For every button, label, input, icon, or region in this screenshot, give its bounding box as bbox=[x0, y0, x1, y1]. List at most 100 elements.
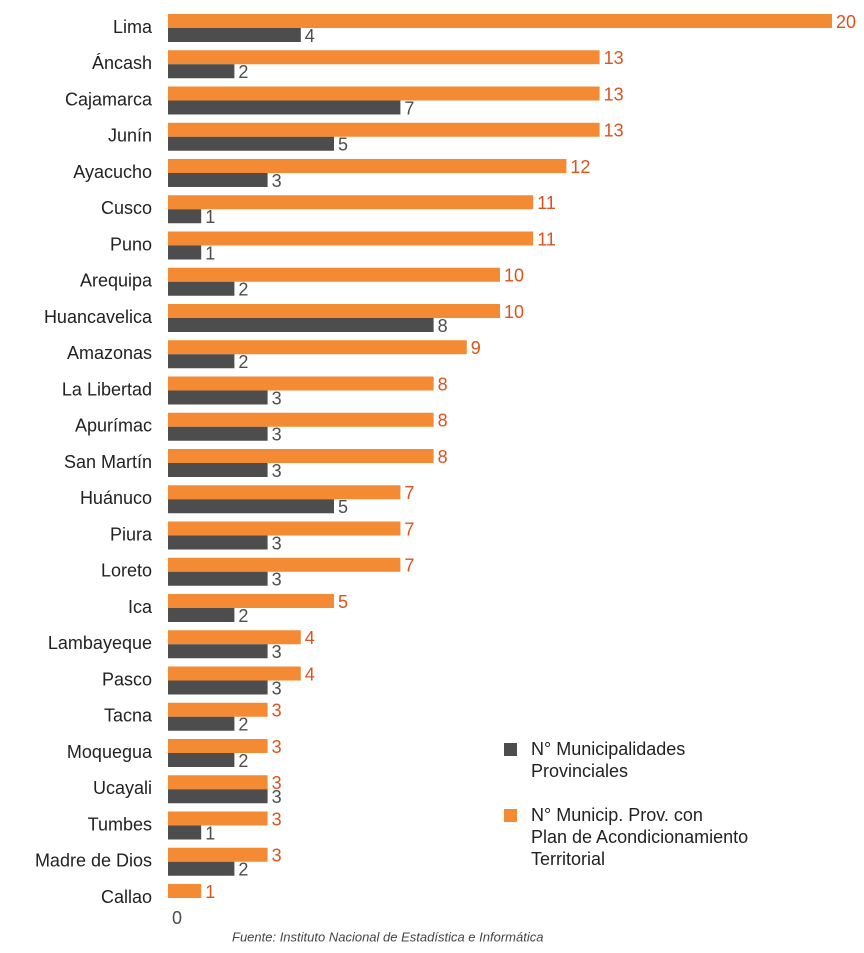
value-label: 7 bbox=[404, 98, 414, 118]
bar bbox=[168, 281, 235, 296]
legend-label: N° Municipalidades Provinciales bbox=[531, 739, 686, 781]
bar bbox=[168, 630, 301, 645]
value-label: 5 bbox=[338, 135, 348, 155]
bar bbox=[168, 136, 334, 151]
bar bbox=[168, 50, 600, 65]
legend: N° Municipalidades Provinciales N° Munici… bbox=[504, 738, 748, 892]
bar bbox=[168, 608, 235, 622]
value-label: 3 bbox=[272, 425, 282, 445]
bar bbox=[168, 390, 268, 405]
value-label: 2 bbox=[238, 860, 248, 880]
y-tick-label: Tacna bbox=[104, 706, 153, 726]
bar bbox=[168, 122, 600, 137]
value-label: 7 bbox=[404, 483, 414, 503]
value-label: 2 bbox=[238, 62, 248, 82]
bar bbox=[168, 811, 268, 826]
y-tick-label: Piura bbox=[110, 524, 153, 544]
value-label: 0 bbox=[172, 908, 182, 928]
y-tick-label: Apurímac bbox=[75, 416, 152, 436]
value-label: 7 bbox=[404, 519, 414, 539]
value-label: 5 bbox=[338, 592, 348, 612]
bar bbox=[168, 86, 600, 101]
value-label: 4 bbox=[305, 26, 315, 46]
legend-item: N° Municipalidades Provinciales bbox=[504, 738, 748, 782]
value-label: 2 bbox=[238, 606, 248, 626]
value-label: 4 bbox=[305, 628, 315, 648]
bar bbox=[168, 14, 832, 28]
y-tick-label: La Libertad bbox=[62, 379, 152, 399]
value-label: 9 bbox=[471, 338, 481, 358]
bar bbox=[168, 449, 434, 463]
value-label: 2 bbox=[238, 715, 248, 735]
y-tick-label: Callao bbox=[101, 887, 152, 907]
bar bbox=[168, 267, 500, 282]
y-tick-label: Áncash bbox=[92, 53, 152, 73]
y-tick-label: Ica bbox=[128, 597, 153, 617]
value-label: 10 bbox=[504, 266, 524, 286]
bar bbox=[168, 231, 534, 246]
bar bbox=[168, 861, 235, 876]
y-tick-label: Madre de Dios bbox=[35, 851, 152, 871]
value-label: 3 bbox=[272, 171, 282, 191]
value-label: 1 bbox=[205, 882, 215, 902]
value-label: 13 bbox=[604, 48, 624, 68]
value-label: 3 bbox=[272, 461, 282, 481]
value-label: 5 bbox=[338, 497, 348, 517]
y-tick-label: Cusco bbox=[101, 198, 152, 218]
value-label: 8 bbox=[438, 374, 448, 394]
bar bbox=[168, 775, 268, 790]
bar bbox=[168, 557, 401, 572]
bar bbox=[168, 426, 268, 441]
bar bbox=[168, 739, 268, 753]
y-tick-label: Ucayali bbox=[93, 778, 152, 798]
value-label: 13 bbox=[604, 121, 624, 141]
value-label: 3 bbox=[272, 388, 282, 408]
value-label: 3 bbox=[272, 533, 282, 553]
bar bbox=[168, 485, 401, 500]
y-tick-label: Arequipa bbox=[80, 271, 153, 291]
bar bbox=[168, 195, 534, 210]
value-label: 3 bbox=[272, 846, 282, 866]
y-tick-label: Lima bbox=[113, 17, 153, 37]
bar bbox=[168, 825, 202, 840]
value-label: 1 bbox=[205, 207, 215, 227]
y-tick-label: Huánuco bbox=[80, 488, 152, 508]
value-label: 1 bbox=[205, 243, 215, 263]
value-label: 2 bbox=[238, 751, 248, 771]
bar bbox=[168, 463, 268, 477]
value-label: 12 bbox=[570, 157, 590, 177]
y-tick-label: Loreto bbox=[101, 561, 152, 581]
source-note: Fuente: Instituto Nacional de Estadístic… bbox=[232, 929, 543, 944]
bar bbox=[168, 28, 301, 42]
value-label: 10 bbox=[504, 302, 524, 322]
legend-swatch bbox=[504, 743, 517, 756]
bar bbox=[168, 159, 567, 173]
bar bbox=[168, 644, 268, 659]
value-label: 3 bbox=[272, 570, 282, 590]
value-label: 8 bbox=[438, 316, 448, 336]
bar bbox=[168, 571, 268, 586]
bar bbox=[168, 340, 467, 355]
bar bbox=[168, 680, 268, 695]
bar bbox=[168, 702, 268, 717]
bar bbox=[168, 535, 268, 550]
bar bbox=[168, 499, 334, 514]
bar bbox=[168, 304, 500, 318]
y-tick-label: Huancavelica bbox=[44, 307, 153, 327]
y-tick-label: Lambayeque bbox=[48, 633, 152, 653]
value-label: 2 bbox=[238, 352, 248, 372]
y-tick-label: Amazonas bbox=[67, 343, 152, 363]
value-label: 20 bbox=[836, 12, 856, 32]
value-label: 3 bbox=[272, 678, 282, 698]
bar bbox=[168, 318, 434, 332]
y-tick-label: Pasco bbox=[102, 669, 152, 689]
bar bbox=[168, 521, 401, 536]
bar bbox=[168, 594, 334, 608]
y-tick-label: Ayacucho bbox=[73, 162, 152, 182]
value-label: 7 bbox=[404, 556, 414, 576]
value-label: 8 bbox=[438, 411, 448, 431]
value-label: 4 bbox=[305, 664, 315, 684]
bar bbox=[168, 753, 235, 767]
value-label: 3 bbox=[272, 787, 282, 807]
